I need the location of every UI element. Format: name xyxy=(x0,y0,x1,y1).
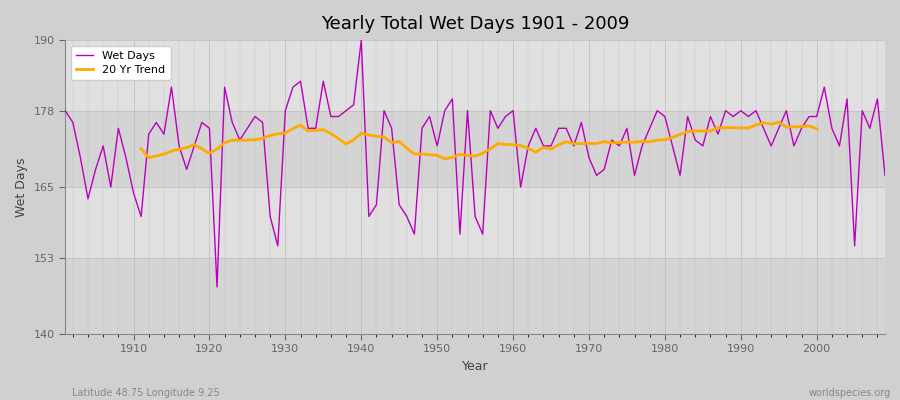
Bar xyxy=(65,258,885,334)
Text: worldspecies.org: worldspecies.org xyxy=(809,388,891,398)
Wet Days xyxy=(341,108,352,113)
Line: Wet Days: Wet Days xyxy=(65,40,885,287)
Wet Days xyxy=(356,38,366,42)
Wet Days xyxy=(121,155,131,160)
Line: 20 Yr Trend: 20 Yr Trend xyxy=(141,122,816,159)
Legend: Wet Days, 20 Yr Trend: Wet Days, 20 Yr Trend xyxy=(71,46,171,80)
20 Yr Trend xyxy=(341,142,352,146)
20 Yr Trend xyxy=(439,156,450,161)
20 Yr Trend xyxy=(811,126,822,131)
20 Yr Trend xyxy=(614,140,625,145)
20 Yr Trend xyxy=(796,124,807,129)
20 Yr Trend xyxy=(227,138,238,142)
Wet Days xyxy=(516,185,526,190)
20 Yr Trend xyxy=(136,146,147,151)
Wet Days xyxy=(879,173,890,178)
Title: Yearly Total Wet Days 1901 - 2009: Yearly Total Wet Days 1901 - 2009 xyxy=(321,15,629,33)
Text: Latitude 48.75 Longitude 9.25: Latitude 48.75 Longitude 9.25 xyxy=(72,388,220,398)
20 Yr Trend xyxy=(705,128,716,133)
Wet Days xyxy=(212,285,222,290)
Bar xyxy=(65,40,885,111)
Y-axis label: Wet Days: Wet Days xyxy=(15,157,28,217)
X-axis label: Year: Year xyxy=(462,360,489,373)
Wet Days xyxy=(59,108,70,113)
20 Yr Trend xyxy=(773,120,784,124)
Wet Days xyxy=(295,79,306,84)
Bar xyxy=(65,187,885,258)
Wet Days xyxy=(614,144,625,148)
20 Yr Trend xyxy=(720,125,731,130)
Wet Days xyxy=(523,144,534,148)
Bar xyxy=(65,111,885,187)
